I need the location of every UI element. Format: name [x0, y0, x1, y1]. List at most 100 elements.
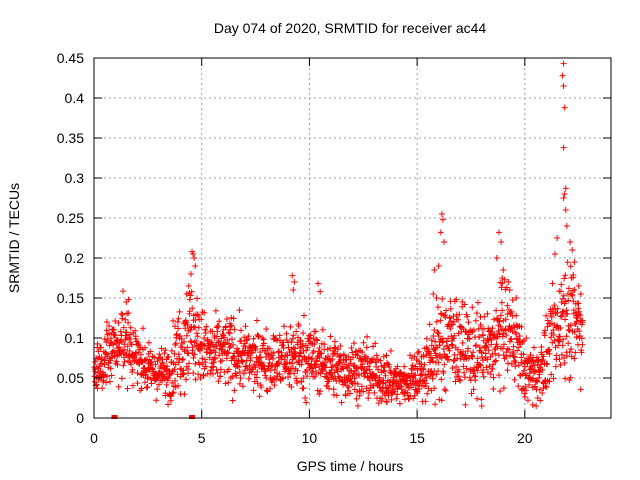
- data-point: [281, 356, 288, 363]
- data-point: [515, 336, 522, 343]
- data-point: [504, 302, 511, 309]
- data-point: [323, 356, 330, 363]
- data-point: [393, 395, 400, 402]
- data-point: [474, 355, 481, 362]
- data-point: [124, 343, 131, 350]
- data-point: [297, 344, 304, 351]
- data-point: [336, 377, 343, 384]
- data-point: [303, 399, 310, 406]
- data-point: [134, 380, 141, 387]
- y-tick-label: 0.25: [57, 210, 84, 226]
- data-point: [557, 313, 564, 320]
- data-point: [437, 229, 444, 236]
- data-point: [155, 381, 162, 388]
- data-point: [294, 367, 301, 374]
- data-point: [440, 369, 447, 376]
- data-point: [177, 365, 184, 372]
- data-point: [483, 364, 490, 371]
- data-point: [214, 328, 221, 335]
- data-point: [113, 349, 120, 356]
- data-point: [224, 336, 231, 343]
- data-point: [267, 385, 274, 392]
- data-point: [94, 369, 101, 376]
- data-point: [175, 315, 182, 322]
- data-point: [380, 353, 387, 360]
- y-tick-label: 0.05: [57, 370, 84, 386]
- data-point: [295, 322, 302, 329]
- data-point: [420, 366, 427, 373]
- data-point: [148, 380, 155, 387]
- data-point: [266, 345, 273, 352]
- data-point: [436, 342, 443, 349]
- data-point: [151, 354, 158, 361]
- data-point: [490, 386, 497, 393]
- y-tick-label: 0.2: [65, 250, 85, 266]
- data-point: [463, 365, 470, 372]
- data-point: [508, 308, 515, 315]
- data-point: [500, 385, 507, 392]
- data-point: [569, 247, 576, 253]
- data-point: [357, 355, 364, 362]
- data-point: [383, 399, 390, 405]
- data-point: [92, 368, 99, 375]
- data-point: [212, 355, 219, 362]
- data-point: [158, 345, 165, 352]
- data-point: [352, 380, 359, 387]
- data-point: [490, 374, 497, 381]
- data-point: [538, 343, 545, 350]
- data-point: [245, 375, 252, 382]
- data-point: [524, 397, 531, 404]
- data-point: [561, 104, 568, 111]
- data-point: [447, 318, 454, 325]
- data-point: [319, 326, 326, 333]
- data-point: [542, 383, 549, 390]
- data-point: [510, 353, 517, 360]
- data-point: [187, 338, 194, 345]
- data-point: [537, 397, 544, 404]
- data-point: [423, 380, 430, 387]
- data-point: [559, 342, 566, 349]
- data-point: [346, 390, 353, 397]
- data-point: [488, 336, 495, 343]
- data-point: [212, 349, 219, 356]
- data-point: [201, 334, 208, 341]
- data-point: [181, 391, 188, 398]
- data-point: [101, 357, 108, 364]
- data-point: [528, 376, 535, 383]
- data-point: [144, 384, 151, 391]
- data-point: [370, 382, 377, 389]
- data-point: [249, 350, 256, 357]
- data-point: [288, 383, 295, 390]
- data-point: [571, 355, 578, 362]
- data-point: [330, 391, 337, 398]
- data-point: [439, 296, 446, 303]
- data-point: [489, 325, 496, 332]
- data-point: [382, 372, 389, 379]
- data-point: [175, 359, 182, 366]
- data-point: [142, 357, 149, 364]
- data-point: [495, 327, 502, 334]
- data-point: [456, 311, 463, 318]
- data-point: [104, 337, 111, 344]
- data-point: [184, 321, 191, 328]
- data-point: [447, 305, 454, 312]
- data-point: [543, 312, 550, 319]
- data-point: [275, 349, 282, 356]
- data-point: [195, 312, 202, 319]
- data-point: [294, 379, 301, 386]
- data-point: [511, 376, 518, 383]
- data-point: [556, 333, 563, 340]
- data-point: [559, 72, 566, 79]
- data-point: [351, 368, 358, 375]
- data-point: [364, 363, 371, 370]
- data-point: [152, 361, 159, 368]
- data-point: [175, 382, 182, 389]
- data-point: [411, 353, 418, 360]
- data-point: [478, 349, 485, 356]
- data-point: [480, 325, 487, 332]
- data-point: [361, 370, 368, 377]
- data-point: [308, 355, 315, 362]
- data-point: [217, 358, 224, 365]
- data-point: [567, 374, 574, 381]
- data-point: [388, 390, 395, 397]
